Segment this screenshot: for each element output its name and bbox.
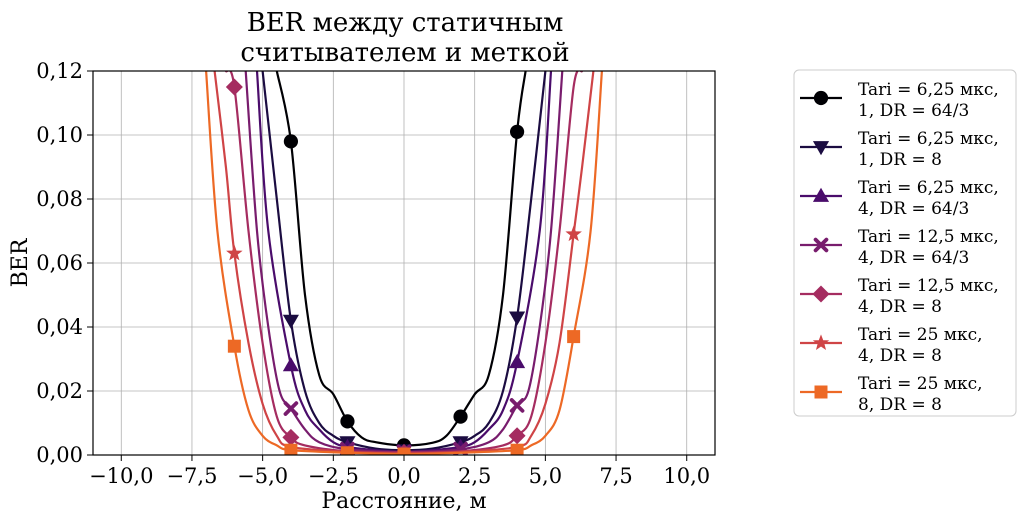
x-tick-label: 7,5 [599, 464, 632, 488]
legend-label-line-2: 1, DR = 8 [858, 150, 942, 170]
y-tick-label: 0,00 [36, 443, 83, 467]
legend-entry-5: Tari = 12,5 мкс,4, DR = 8 [800, 276, 999, 317]
legend-entry-7: Tari = 25 мкс,8, DR = 8 [800, 374, 983, 415]
series-line [275, 71, 527, 447]
x-tick-label: 0,0 [387, 464, 420, 488]
series-7 [205, 71, 603, 455]
data-point [508, 427, 526, 445]
legend-label-line-1: Tari = 6,25 мкс, [858, 178, 999, 198]
data-point [227, 339, 241, 353]
data-point [226, 244, 243, 261]
x-tick-label: 10,0 [663, 464, 710, 488]
data-point [397, 447, 411, 455]
legend-label-line-2: 4, DR = 8 [858, 297, 942, 317]
data-point [509, 124, 525, 139]
legend-label-line-1: Tari = 25 мкс, [858, 374, 983, 394]
series-layer [205, 71, 603, 455]
data-point [340, 414, 355, 429]
y-tick-label: 0,04 [36, 315, 83, 339]
data-point [567, 330, 581, 344]
data-point [510, 443, 524, 455]
legend-label-line-1: Tari = 6,25 мкс, [858, 80, 999, 100]
data-point [509, 398, 525, 413]
y-tick-label: 0,12 [36, 59, 83, 83]
legend-marker [814, 385, 828, 399]
chart-title-line-1: BER между статичным [247, 8, 564, 38]
legend-entry-2: Tari = 6,25 мкс,1, DR = 8 [800, 129, 999, 170]
data-point [340, 446, 354, 455]
legend-label-line-2: 4, DR = 64/3 [858, 248, 969, 268]
x-tick-label: −5,0 [237, 464, 288, 488]
legend-entry-1: Tari = 6,25 мкс,1, DR = 64/3 [800, 80, 999, 121]
chart-title-line-2: считывателем и меткой [240, 38, 569, 68]
legend-entry-3: Tari = 6,25 мкс,4, DR = 64/3 [800, 178, 999, 219]
data-point [453, 409, 468, 424]
data-point [509, 311, 526, 326]
data-point [283, 134, 299, 149]
ticks: −10,0 −7,5 −5,0 −2,5 0,0 2,5 5,0 7,5 10,0 0,00 0,0… [36, 59, 710, 488]
legend-label-line-1: Tari = 25 мкс, [858, 325, 983, 345]
y-tick-label: 0,08 [36, 187, 83, 211]
series-1 [275, 71, 527, 453]
grid [93, 70, 715, 456]
legend-label-line-2: 4, DR = 64/3 [858, 199, 969, 219]
legend-label-line-2: 4, DR = 8 [858, 346, 942, 366]
x-tick-label: −2,5 [308, 464, 359, 488]
data-point [283, 401, 299, 416]
legend-label-line-1: Tari = 12,5 мкс, [858, 276, 999, 296]
legend-entry-6: Tari = 25 мкс,4, DR = 8 [800, 325, 983, 366]
x-tick-label: −10,0 [89, 464, 153, 488]
y-axis-label: BER [8, 237, 33, 287]
data-point [565, 225, 582, 242]
legend-entry-4: Tari = 12,5 мкс,4, DR = 64/3 [800, 227, 999, 268]
legend-label-line-2: 1, DR = 64/3 [858, 101, 969, 121]
y-tick-label: 0,06 [36, 251, 83, 275]
x-tick-label: 5,0 [529, 464, 562, 488]
legend-marker [813, 237, 829, 253]
legend-marker [812, 334, 830, 350]
data-point [509, 353, 526, 369]
legend-marker [812, 285, 830, 303]
legend-label-line-1: Tari = 12,5 мкс, [858, 227, 999, 247]
legend-marker [813, 90, 829, 106]
data-point [282, 357, 299, 372]
data-point [284, 443, 298, 455]
x-axis-label: Расстояние, м [321, 489, 486, 514]
legend-frame [793, 69, 1017, 417]
data-point [282, 314, 299, 329]
y-tick-label: 0,10 [36, 123, 83, 147]
x-tick-label: −7,5 [166, 464, 217, 488]
x-tick-label: 2,5 [458, 464, 491, 488]
legend-marker [812, 187, 830, 202]
legend-label-line-1: Tari = 6,25 мкс, [858, 129, 999, 149]
y-tick-label: 0,02 [36, 379, 83, 403]
legend-label-line-2: 8, DR = 8 [858, 395, 942, 415]
legend-marker [812, 141, 830, 156]
data-point [225, 78, 243, 96]
